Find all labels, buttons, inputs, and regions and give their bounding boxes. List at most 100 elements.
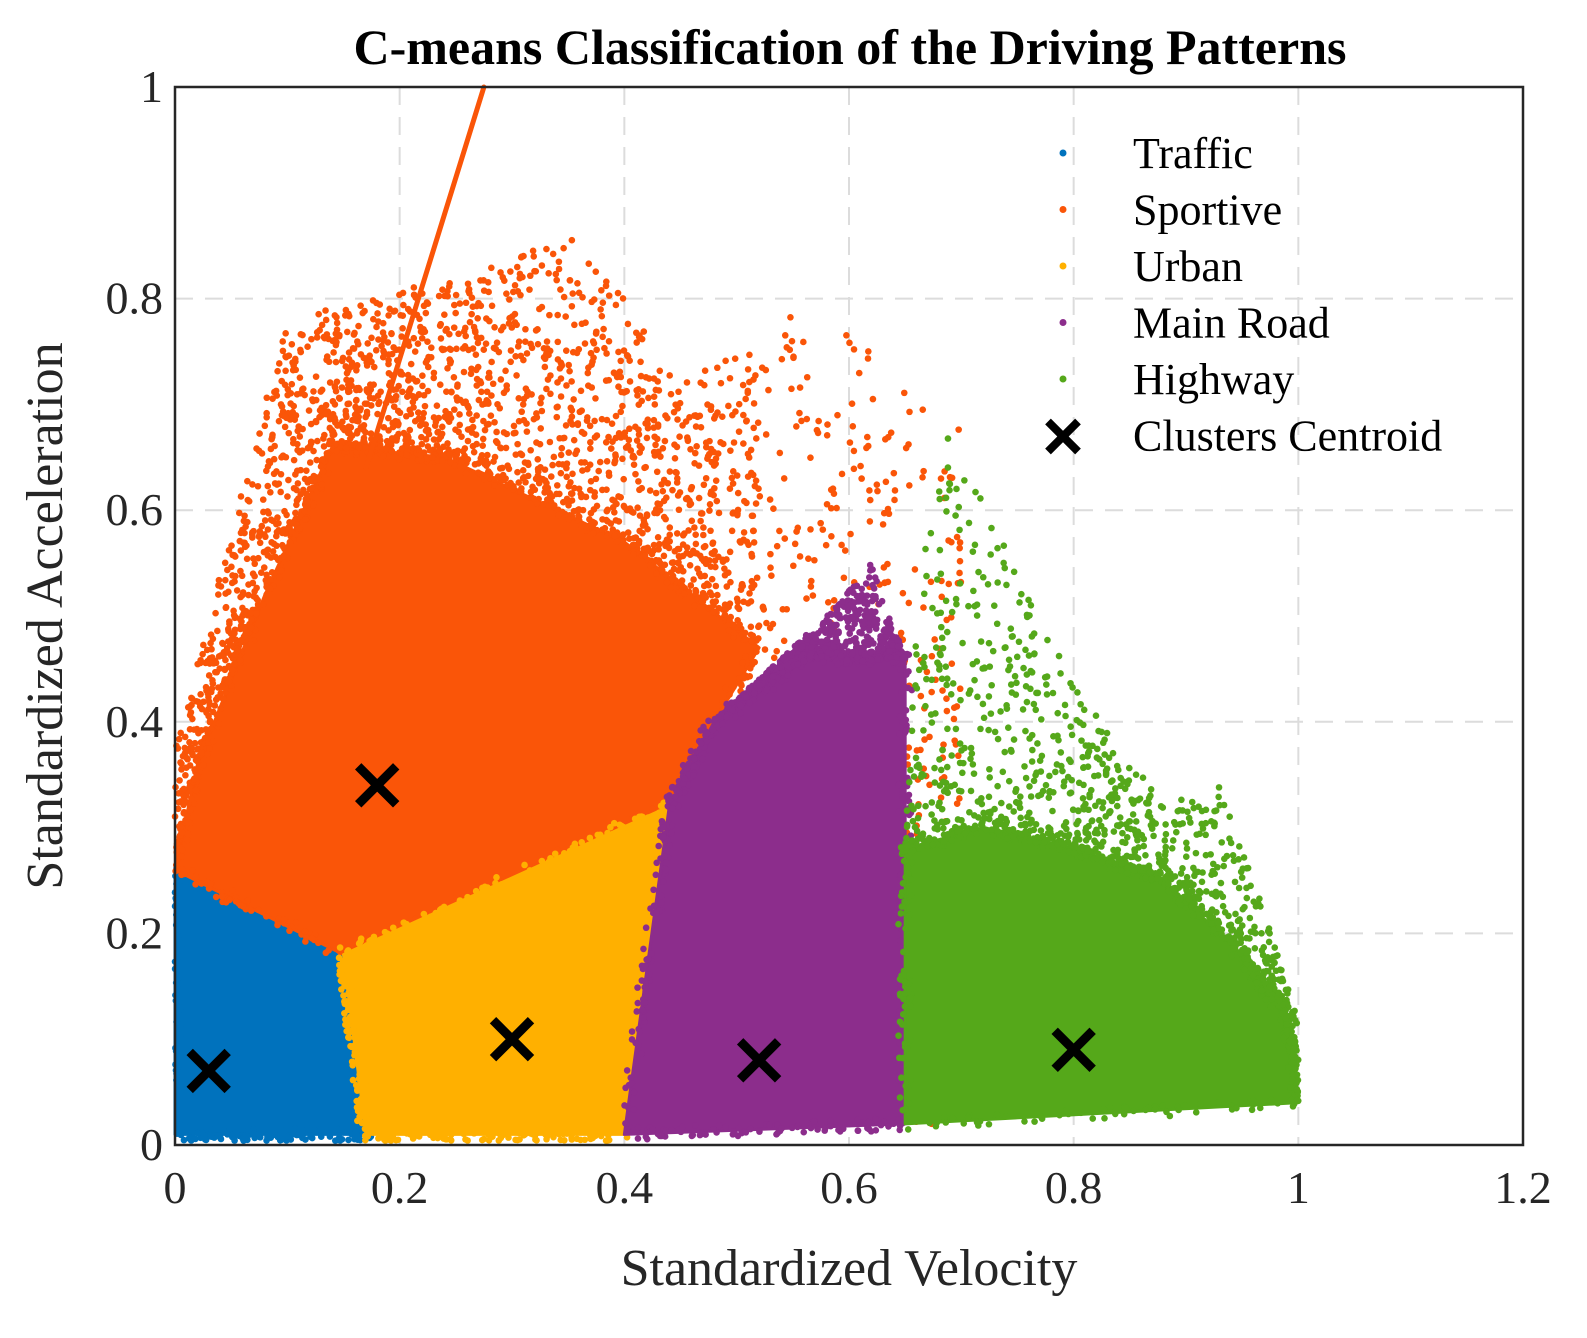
scatter-point xyxy=(607,445,615,452)
scatter-point xyxy=(404,1127,411,1134)
scatter-point xyxy=(612,412,620,420)
scatter-point xyxy=(595,467,603,475)
scatter-point xyxy=(727,447,734,454)
scatter-point xyxy=(714,591,721,599)
scatter-point xyxy=(391,395,399,402)
scatter-point xyxy=(493,873,500,881)
scatter-point xyxy=(182,771,189,779)
scatter-point xyxy=(517,254,525,261)
scatter-point xyxy=(222,656,229,664)
scatter-point xyxy=(767,550,774,558)
scatter-point xyxy=(248,616,255,623)
scatter-point xyxy=(418,456,425,464)
scatter-point xyxy=(181,733,189,741)
scatter-point xyxy=(699,531,707,539)
scatter-point xyxy=(557,393,565,400)
scatter-point xyxy=(726,548,734,556)
scatter-point xyxy=(364,1116,372,1123)
scatter-point xyxy=(676,433,683,440)
scatter-point xyxy=(446,345,453,353)
scatter-point xyxy=(375,336,382,343)
scatter-point xyxy=(373,323,380,331)
scatter-point xyxy=(370,381,377,388)
scatter-point xyxy=(331,336,339,344)
scatter-point xyxy=(186,762,194,769)
scatter-point xyxy=(568,1136,576,1143)
scatter-point xyxy=(438,905,445,913)
scatter-point xyxy=(322,949,330,957)
scatter-point xyxy=(537,425,545,432)
scatter-point xyxy=(515,479,523,486)
scatter-point xyxy=(499,464,506,472)
scatter-point xyxy=(281,423,289,431)
scatter-point xyxy=(894,643,902,650)
scatter-point xyxy=(337,1126,345,1133)
scatter-point xyxy=(400,301,407,309)
scatter-point xyxy=(333,378,341,386)
scatter-point xyxy=(451,301,458,309)
scatter-point xyxy=(207,1126,215,1133)
scatter-point xyxy=(776,527,783,535)
scatter-point xyxy=(197,690,204,698)
scatter-point xyxy=(646,548,654,555)
scatter-point xyxy=(956,685,964,693)
scatter-point xyxy=(533,1128,540,1136)
scatter-point xyxy=(579,492,587,500)
scatter-point xyxy=(365,1121,373,1129)
scatter-point xyxy=(553,413,561,421)
scatter-point xyxy=(321,431,328,439)
scatter-point xyxy=(242,523,249,530)
scatter-point xyxy=(755,635,762,642)
scatter-point xyxy=(653,468,661,476)
scatter-point xyxy=(292,919,300,926)
scatter-point xyxy=(430,369,438,377)
scatter-point xyxy=(812,635,820,642)
scatter-point xyxy=(250,527,257,535)
scatter-point xyxy=(623,544,631,552)
scatter-point xyxy=(391,1125,399,1132)
scatter-point xyxy=(513,1125,521,1133)
scatter-point xyxy=(319,456,327,463)
scatter-point xyxy=(831,622,838,630)
scatter-point xyxy=(204,751,211,758)
scatter-point xyxy=(243,555,251,563)
scatter-point xyxy=(354,1086,361,1093)
scatter-point xyxy=(763,619,770,627)
scatter-point xyxy=(338,437,346,445)
scatter-point xyxy=(407,410,415,418)
scatter-point xyxy=(555,258,563,266)
scatter-point xyxy=(263,409,270,417)
scatter-point xyxy=(603,278,610,285)
scatter-point xyxy=(500,429,508,436)
scatter-point xyxy=(742,395,749,403)
scatter-point xyxy=(353,366,360,374)
scatter-point xyxy=(199,650,206,658)
scatter-point xyxy=(485,288,492,296)
scatter-point xyxy=(364,340,372,347)
scatter-point xyxy=(497,326,505,334)
scatter-point xyxy=(279,529,286,537)
scatter-point xyxy=(256,528,264,535)
scatter-point xyxy=(274,1133,281,1141)
scatter-point xyxy=(436,381,444,389)
scatter-point xyxy=(225,546,233,554)
scatter-point xyxy=(790,353,797,360)
scatter-point xyxy=(919,406,927,413)
scatter-point xyxy=(343,413,350,421)
scatter-point xyxy=(430,1134,437,1142)
scatter-point xyxy=(712,477,720,484)
scatter-point xyxy=(858,475,865,482)
scatter-point xyxy=(473,894,480,902)
scatter-point xyxy=(269,548,277,555)
scatter-point xyxy=(788,337,796,345)
scatter-point xyxy=(619,402,626,410)
scatter-point xyxy=(663,578,671,586)
scatter-point xyxy=(953,800,961,807)
scatter-point xyxy=(650,416,658,424)
scatter-point xyxy=(177,973,184,981)
scatter-point xyxy=(392,1136,400,1144)
scatter-point xyxy=(627,1047,634,1054)
scatter-point xyxy=(459,902,467,910)
scatter-point xyxy=(755,622,763,630)
scatter-point xyxy=(347,1042,354,1050)
